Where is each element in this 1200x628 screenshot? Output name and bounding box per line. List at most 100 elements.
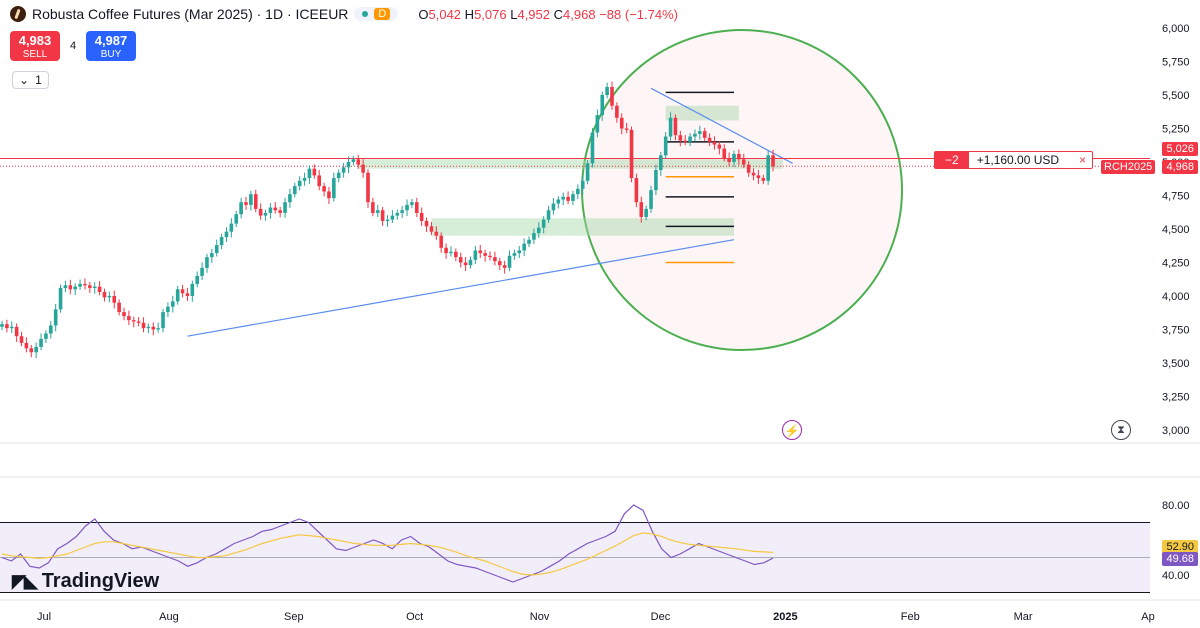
price-tick-label: 4,250 (1162, 258, 1190, 270)
candle-body (351, 159, 356, 162)
candle-body (717, 144, 722, 149)
coffee-logo-icon (10, 6, 26, 22)
time-tick-label: Jul (37, 611, 51, 623)
candle-body (527, 239, 531, 244)
candle-body (29, 348, 34, 353)
candle-body (249, 194, 253, 205)
candle-body (517, 250, 522, 254)
candle-body (49, 325, 53, 334)
candle-body (278, 210, 282, 213)
candle-body (63, 285, 68, 288)
tradingview-mark-icon: ◤◣ (12, 571, 38, 591)
time-tick-label: Mar (1014, 611, 1033, 623)
chart-header: Robusta Coffee Futures (Mar 2025) · 1D ·… (10, 6, 678, 22)
candle-body (336, 172, 341, 179)
sell-price: 4,983 (18, 33, 52, 48)
candle-body (756, 175, 761, 179)
candle-body (668, 117, 673, 137)
candle-body (493, 257, 497, 262)
price-tick-label: 3,750 (1162, 325, 1190, 337)
candle-body (127, 316, 131, 321)
hourglass-icon[interactable]: ⧗ (1111, 420, 1131, 440)
highlight-circle (581, 29, 903, 351)
candle-body (595, 115, 600, 133)
time-tick-label: Sep (284, 611, 304, 623)
candle-body (307, 168, 312, 179)
candle-body (702, 131, 707, 138)
spread-value: 4 (69, 40, 77, 52)
candle-body (624, 128, 629, 130)
candle-body (73, 286, 77, 290)
symbol-title[interactable]: Robusta Coffee Futures (Mar 2025) · 1D ·… (32, 6, 349, 22)
candle-body (737, 153, 741, 160)
candle-body (112, 296, 117, 303)
rsi-ma-label: 52.90 (1162, 540, 1198, 554)
buy-label: BUY (100, 49, 122, 60)
low-value: 4,952 (517, 6, 551, 22)
candle-body (92, 286, 97, 288)
candle-body (385, 219, 390, 221)
candle-body (483, 253, 487, 256)
candle-body (537, 227, 541, 234)
candle-body (131, 320, 136, 322)
candle-body (210, 253, 214, 258)
candle-body (590, 132, 595, 164)
candle-body (478, 250, 483, 254)
rsi-tick-label: 80.00 (1162, 500, 1190, 512)
candle-body (439, 235, 443, 248)
lightning-icon[interactable]: ⚡ (782, 420, 802, 440)
price-tick-label: 4,500 (1162, 224, 1190, 236)
candle-body (366, 172, 370, 203)
rsi-ma-line (1, 532, 774, 576)
support-zone (431, 218, 734, 236)
candle-body (39, 338, 43, 347)
candle-body (234, 214, 239, 224)
candle-body (361, 164, 365, 173)
candle-body (556, 199, 561, 204)
candle-body (302, 178, 307, 181)
candle-body (400, 210, 404, 213)
candle-body (263, 212, 268, 216)
candle-body (619, 117, 624, 129)
sell-button[interactable]: 4,983 SELL (10, 31, 60, 61)
candle-body (268, 207, 273, 213)
candle-body (136, 321, 141, 323)
candle-body (58, 287, 63, 310)
candle-body (473, 250, 478, 260)
trendline (650, 87, 793, 164)
candle-body (712, 141, 717, 145)
position-qty: −2 (935, 152, 969, 168)
buy-button[interactable]: 4,987 BUY (86, 31, 136, 61)
time-tick-label: Dec (651, 611, 671, 623)
candle-body (600, 95, 605, 116)
quantity-selector[interactable]: ⌄ 1 (12, 71, 49, 89)
upper-price-label: 5,026 (1162, 142, 1198, 156)
candle-body (741, 159, 746, 165)
last-price-label: 4,968 (1162, 160, 1198, 174)
candle-body (688, 136, 692, 142)
candle-body (507, 255, 512, 268)
price-tick-label: 5,750 (1162, 57, 1190, 69)
brand-name: TradingView (41, 570, 160, 592)
data-status-badge[interactable]: D (354, 7, 399, 21)
candle-body (419, 212, 424, 221)
candle-body (576, 188, 580, 195)
candle-body (683, 140, 687, 142)
close-position-icon[interactable]: × (1079, 153, 1087, 167)
high-value: 5,076 (474, 6, 507, 22)
candle-body (654, 170, 658, 191)
candle-body (761, 178, 766, 181)
candle-body (156, 328, 160, 330)
position-line-label[interactable]: −2 +1,160.00 USD × (934, 151, 1094, 169)
candle-body (161, 312, 165, 329)
time-tick-label: Ap (1141, 611, 1154, 623)
candle-body (53, 309, 58, 326)
candle-body (429, 226, 434, 232)
time-tick-label: Aug (159, 611, 179, 623)
dropdown-chevron-icon: ⌄ (19, 73, 30, 87)
candle-body (566, 196, 570, 201)
candle-body (541, 219, 546, 228)
candle-body (14, 326, 19, 337)
rsi-value-label: 49.68 (1162, 552, 1198, 566)
